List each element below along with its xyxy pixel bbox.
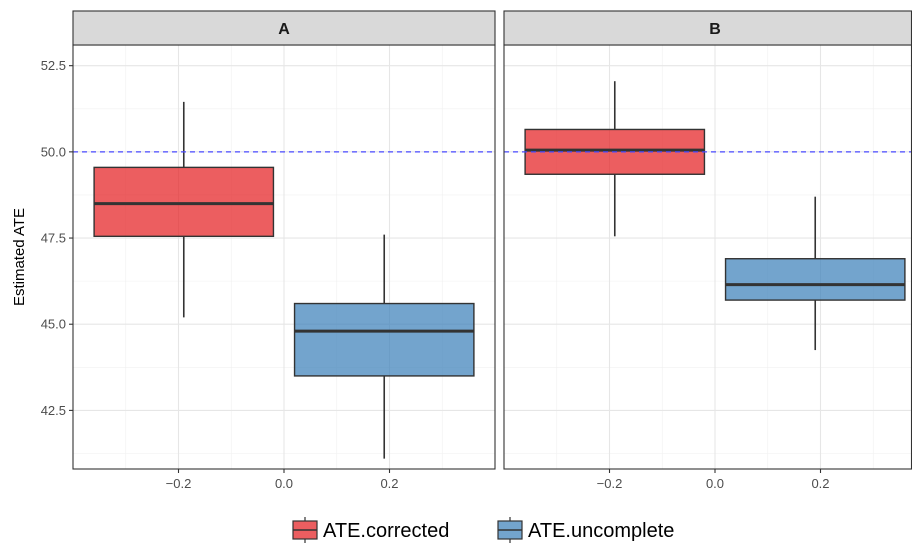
y-axis-title: Estimated ATE xyxy=(11,208,28,306)
legend-label: ATE.corrected xyxy=(323,520,449,542)
x-tick-label: 0.0 xyxy=(706,476,724,491)
panel-a: A −0.2 0.0 0.2 xyxy=(72,10,496,491)
box-ate-uncomplete xyxy=(293,234,475,459)
y-tick-label: 47.5 xyxy=(41,231,66,246)
iqr-box xyxy=(724,258,906,301)
legend-item-ate-corrected: ATE.corrected xyxy=(292,517,449,543)
iqr-box xyxy=(93,166,275,238)
iqr-box xyxy=(524,128,706,175)
box-ate-corrected xyxy=(93,101,275,318)
legend-label: ATE.uncomplete xyxy=(528,520,674,542)
x-tick-label: 0.0 xyxy=(275,476,293,491)
y-tick-label: 42.5 xyxy=(41,403,66,418)
facet-strip-label: B xyxy=(709,21,721,38)
legend-item-ate-uncomplete: ATE.uncomplete xyxy=(497,517,674,543)
x-tick-label: 0.2 xyxy=(380,476,398,491)
facet-strip-label: A xyxy=(278,21,290,38)
facet-strip xyxy=(72,10,496,46)
y-tick-label: 52.5 xyxy=(41,58,66,73)
y-tick-label: 50.0 xyxy=(41,144,66,159)
x-tick-label: −0.2 xyxy=(597,476,623,491)
y-tick-label: 45.0 xyxy=(41,317,66,332)
legend: ATE.corrected ATE.uncomplete xyxy=(292,517,674,543)
panel-b: B −0.2 0.0 0.2 xyxy=(503,10,912,491)
iqr-box xyxy=(293,302,475,377)
box-ate-corrected xyxy=(524,81,706,237)
box-ate-uncomplete xyxy=(724,196,906,351)
panel-background xyxy=(504,45,912,469)
facet-strip xyxy=(503,10,912,46)
x-tick-label: 0.2 xyxy=(811,476,829,491)
x-tick-label: −0.2 xyxy=(166,476,192,491)
